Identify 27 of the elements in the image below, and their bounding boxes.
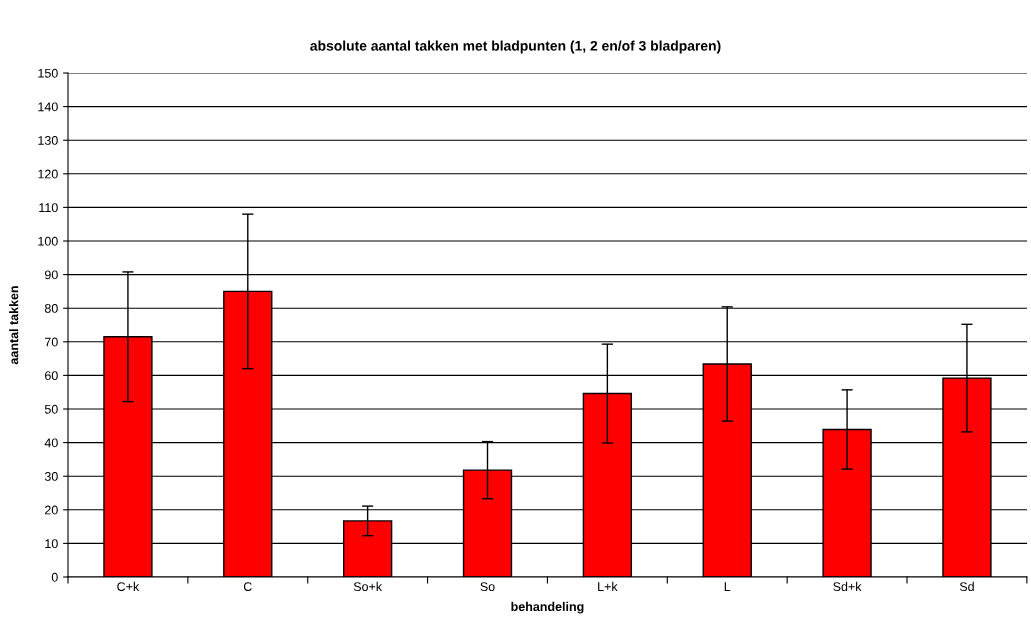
y-tick-label: 150 xyxy=(38,68,58,78)
x-tick-label: So+k xyxy=(353,581,383,592)
y-tick-label: 110 xyxy=(39,203,58,213)
y-axis-title: aantal takken xyxy=(9,286,19,365)
y-tick-label: 140 xyxy=(38,102,58,112)
y-tick-label: 0 xyxy=(51,572,58,582)
y-tick-label: 80 xyxy=(44,304,58,313)
x-tick-label: C+k xyxy=(117,581,140,592)
y-tick-label: 70 xyxy=(45,337,58,347)
y-tick-label: 30 xyxy=(44,472,58,481)
y-tick-label: 130 xyxy=(38,136,58,145)
x-tick-label: So xyxy=(480,582,495,592)
x-tick-label: Sd xyxy=(959,581,974,592)
chart-title: absolute aantal takken met bladpunten (1, 2 en/of 3 bladparen) xyxy=(310,40,721,54)
y-tick-label: 120 xyxy=(38,169,58,179)
x-tick-label: L+k xyxy=(598,581,618,591)
y-tick-label: 10 xyxy=(45,539,58,549)
y-tick-label: 90 xyxy=(44,270,58,280)
y-tick-label: 20 xyxy=(45,505,58,515)
y-tick-label: 60 xyxy=(45,371,58,381)
x-axis-title: behandeling xyxy=(511,601,584,614)
x-tick-label: L xyxy=(724,582,731,591)
y-tick-label: 50 xyxy=(44,404,58,414)
x-tick-label: Sd+k xyxy=(833,581,862,592)
x-tick-label: C xyxy=(243,582,252,592)
y-tick-label: 100 xyxy=(38,236,58,246)
y-tick-label: 40 xyxy=(44,438,58,448)
